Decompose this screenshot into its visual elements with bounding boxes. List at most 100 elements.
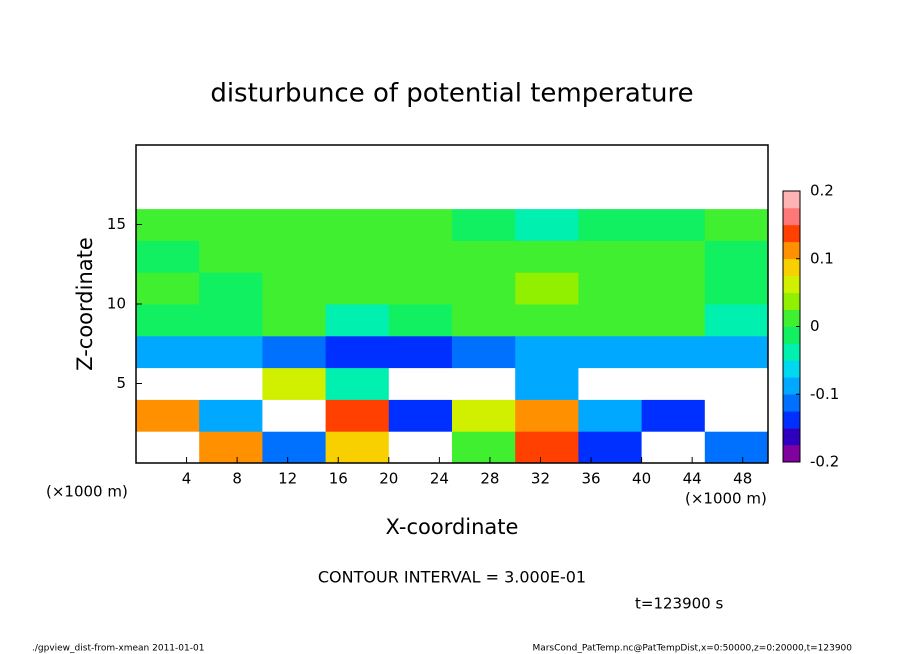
cell — [578, 399, 643, 432]
cell — [388, 431, 453, 464]
x-unit: (×1000 m) — [685, 490, 767, 508]
cell — [136, 367, 200, 400]
cell — [515, 208, 579, 241]
x-tick-label: 20 — [379, 470, 398, 488]
colorbar-band — [783, 343, 800, 361]
x-tick-label: 44 — [683, 470, 702, 488]
colorbar-band — [783, 292, 800, 310]
cell — [704, 240, 769, 273]
cell — [515, 367, 579, 400]
x-tick-label: 40 — [632, 470, 651, 488]
cell — [515, 304, 579, 337]
cell — [452, 240, 516, 273]
cell — [641, 304, 706, 337]
cell — [136, 304, 200, 337]
cell — [641, 240, 706, 273]
colorbar-band — [783, 428, 800, 446]
colorbar-band — [783, 411, 800, 429]
x-tick-label: 24 — [430, 470, 449, 488]
cell — [515, 272, 579, 305]
cell — [641, 145, 706, 178]
cell — [578, 431, 643, 464]
x-axis-label: X-coordinate — [386, 515, 519, 539]
cell — [515, 431, 579, 464]
cell — [704, 399, 769, 432]
cell — [578, 208, 643, 241]
y-tick-label: 5 — [116, 374, 126, 392]
cell — [199, 208, 263, 241]
cell — [136, 272, 200, 305]
x-tick-label: 32 — [531, 470, 550, 488]
cell — [388, 240, 453, 273]
cell — [388, 399, 453, 432]
x-tick-label: 12 — [278, 470, 297, 488]
colorbar-band — [783, 360, 800, 378]
cell — [262, 240, 327, 273]
contour-note: CONTOUR INTERVAL = 3.000E-01 — [318, 568, 586, 587]
footer-left: ./gpview_dist-from-xmean 2011-01-01 — [32, 644, 204, 654]
cell — [515, 176, 579, 210]
cell — [199, 240, 263, 273]
cell — [704, 431, 769, 464]
colorbar-tick-label: 0.1 — [810, 249, 834, 267]
cell — [262, 335, 327, 369]
y-unit: (×1000 m) — [46, 483, 128, 501]
colorbar-band — [783, 191, 800, 209]
colorbar-band — [783, 258, 800, 276]
chart-title: disturbunce of potential temperature — [210, 79, 693, 109]
cell — [388, 208, 453, 241]
cell — [325, 145, 390, 178]
cell — [325, 176, 390, 210]
cell — [452, 304, 516, 337]
cell — [578, 304, 643, 337]
cell — [452, 145, 516, 178]
cell — [452, 431, 516, 464]
cell — [262, 431, 327, 464]
cell — [325, 431, 390, 464]
cell — [388, 335, 453, 369]
cell — [199, 431, 263, 464]
cell — [325, 240, 390, 273]
cell — [136, 145, 200, 178]
colorbar-band — [783, 224, 800, 243]
x-tick-label: 4 — [182, 470, 192, 488]
time-note: t=123900 s — [635, 595, 723, 613]
cell — [704, 208, 769, 241]
cell — [704, 367, 769, 400]
cell — [578, 176, 643, 210]
cell — [388, 367, 453, 400]
cell — [452, 335, 516, 369]
cell — [262, 304, 327, 337]
cell — [325, 367, 390, 400]
cell — [136, 176, 200, 210]
colorbar-band — [783, 445, 800, 463]
cell — [199, 367, 263, 400]
cell — [641, 176, 706, 210]
cell — [641, 272, 706, 305]
cell — [136, 399, 200, 432]
cell — [452, 367, 516, 400]
cell — [515, 145, 579, 178]
cell — [578, 240, 643, 273]
x-tick-label: 28 — [480, 470, 499, 488]
cell — [641, 335, 706, 369]
cell — [325, 304, 390, 337]
y-tick-label: 15 — [107, 215, 126, 233]
cell — [136, 208, 200, 241]
cell — [262, 208, 327, 241]
x-tick-label: 16 — [329, 470, 348, 488]
y-axis-label: Z-coordinate — [73, 237, 97, 371]
colorbar-band — [783, 326, 800, 344]
x-tick-label: 48 — [733, 470, 752, 488]
cell — [388, 272, 453, 305]
colorbar-tick-label: -0.2 — [810, 453, 839, 471]
colorbar-band — [783, 394, 800, 412]
cell — [704, 335, 769, 369]
colorbar-band — [783, 241, 800, 260]
cell — [641, 399, 706, 432]
cell — [452, 208, 516, 241]
cell — [515, 399, 579, 432]
cell — [388, 304, 453, 337]
colorbar-tick-label: 0.2 — [810, 182, 834, 200]
